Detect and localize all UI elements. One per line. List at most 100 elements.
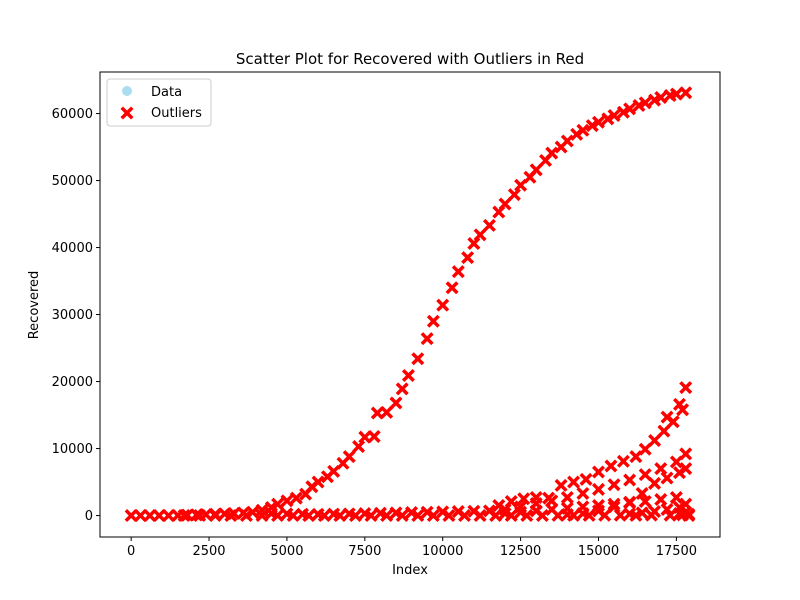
legend-outliers-x-mark: [120, 106, 134, 120]
outlier-point: [134, 509, 148, 523]
outlier-point: [348, 509, 362, 523]
outlier-point: [514, 505, 528, 519]
outlier-point: [520, 508, 534, 522]
legend-outliers-label: Outliers: [151, 106, 202, 121]
outlier-point: [657, 424, 671, 438]
y-tick-label: 40000: [52, 241, 93, 256]
outlier-point: [411, 352, 425, 366]
outlier-point: [654, 462, 668, 476]
y-tick-label: 60000: [52, 107, 93, 122]
legend-data-marker: [122, 86, 132, 96]
outlier-point: [607, 109, 621, 123]
y-tick-label: 0: [85, 509, 93, 524]
outlier-point: [239, 509, 253, 523]
outlier-point: [461, 251, 475, 265]
x-tick-label: 2500: [192, 544, 225, 559]
outlier-point: [560, 490, 574, 504]
outlier-point: [623, 102, 637, 116]
outlier-point: [473, 509, 487, 523]
outlier-point: [180, 508, 194, 522]
outlier-point: [576, 486, 590, 500]
outlier-point: [420, 505, 434, 519]
outlier-point: [364, 509, 378, 523]
outlier-point: [380, 405, 394, 419]
outlier-point: [591, 115, 605, 129]
outlier-point: [567, 475, 581, 489]
outlier-point: [504, 509, 518, 523]
outlier-point: [162, 509, 176, 523]
outlier-point: [246, 505, 260, 519]
outlier-point: [529, 490, 543, 504]
outlier-point: [436, 298, 450, 312]
outlier-point: [507, 188, 521, 202]
outlier-point: [289, 491, 303, 505]
x-tick-label: 15000: [578, 544, 619, 559]
legend: Data Outliers: [106, 78, 212, 127]
outlier-point: [124, 509, 138, 523]
outlier-point: [352, 440, 366, 454]
outlier-point: [654, 492, 668, 506]
outlier-point: [616, 105, 630, 119]
outlier-point: [676, 508, 690, 522]
outlier-point: [654, 90, 668, 104]
outlier-point: [467, 237, 481, 251]
outlier-point: [638, 468, 652, 482]
outlier-point: [591, 499, 605, 513]
outlier-point: [426, 314, 440, 328]
outlier-point: [311, 475, 325, 489]
outlier-point: [482, 218, 496, 232]
outlier-point: [669, 455, 683, 469]
outlier-point: [489, 509, 503, 523]
outlier-point: [604, 459, 618, 473]
outlier-point: [660, 471, 674, 485]
y-tick-label: 30000: [52, 308, 93, 323]
outlier-point: [613, 508, 627, 522]
outlier-point: [576, 123, 590, 137]
x-tick-label: 17500: [656, 544, 697, 559]
outlier-point: [669, 87, 683, 101]
outlier-point: [607, 478, 621, 492]
outlier-point: [638, 96, 652, 110]
outlier-point: [436, 505, 450, 519]
outlier-point: [177, 509, 191, 523]
x-axis: 0 2500 5000 7500 10000 12500 15000 17500: [127, 537, 697, 559]
outlier-point: [389, 396, 403, 410]
outlier-point: [560, 134, 574, 148]
outlier-point: [669, 490, 683, 504]
outlier-point: [591, 482, 605, 496]
outlier-point: [644, 508, 658, 522]
outlier-point: [395, 509, 409, 523]
outlier-point: [598, 508, 612, 522]
outlier-point: [582, 508, 596, 522]
outlier-point: [679, 381, 693, 395]
outlier-point: [629, 508, 643, 522]
outlier-point: [623, 473, 637, 487]
outlier-point: [616, 454, 630, 468]
outlier-point: [504, 494, 518, 508]
x-tick-label: 12500: [500, 544, 541, 559]
y-tick-label: 50000: [52, 174, 93, 189]
outlier-point: [426, 509, 440, 523]
x-tick-label: 10000: [422, 544, 463, 559]
outlier-point: [591, 465, 605, 479]
outlier-point: [601, 112, 615, 126]
x-axis-label: Index: [392, 563, 428, 578]
outlier-point: [679, 447, 693, 461]
outlier-point: [607, 497, 621, 511]
outlier-point: [529, 163, 543, 177]
outlier-point: [579, 472, 593, 486]
outlier-point: [445, 281, 459, 295]
outlier-point: [143, 509, 157, 523]
chart-title: Scatter Plot for Recovered with Outliers…: [236, 50, 584, 68]
x-tick-label: 5000: [270, 544, 303, 559]
outlier-point: [255, 509, 269, 523]
outlier-point: [551, 508, 565, 522]
legend-box: [106, 78, 212, 127]
y-axis-label: Recovered: [27, 271, 42, 340]
outlier-point: [411, 509, 425, 523]
outlier-point: [660, 410, 674, 424]
outlier-point: [542, 491, 556, 505]
outlier-point: [451, 265, 465, 279]
plot-area: [99, 71, 721, 538]
outlier-point: [280, 494, 294, 508]
